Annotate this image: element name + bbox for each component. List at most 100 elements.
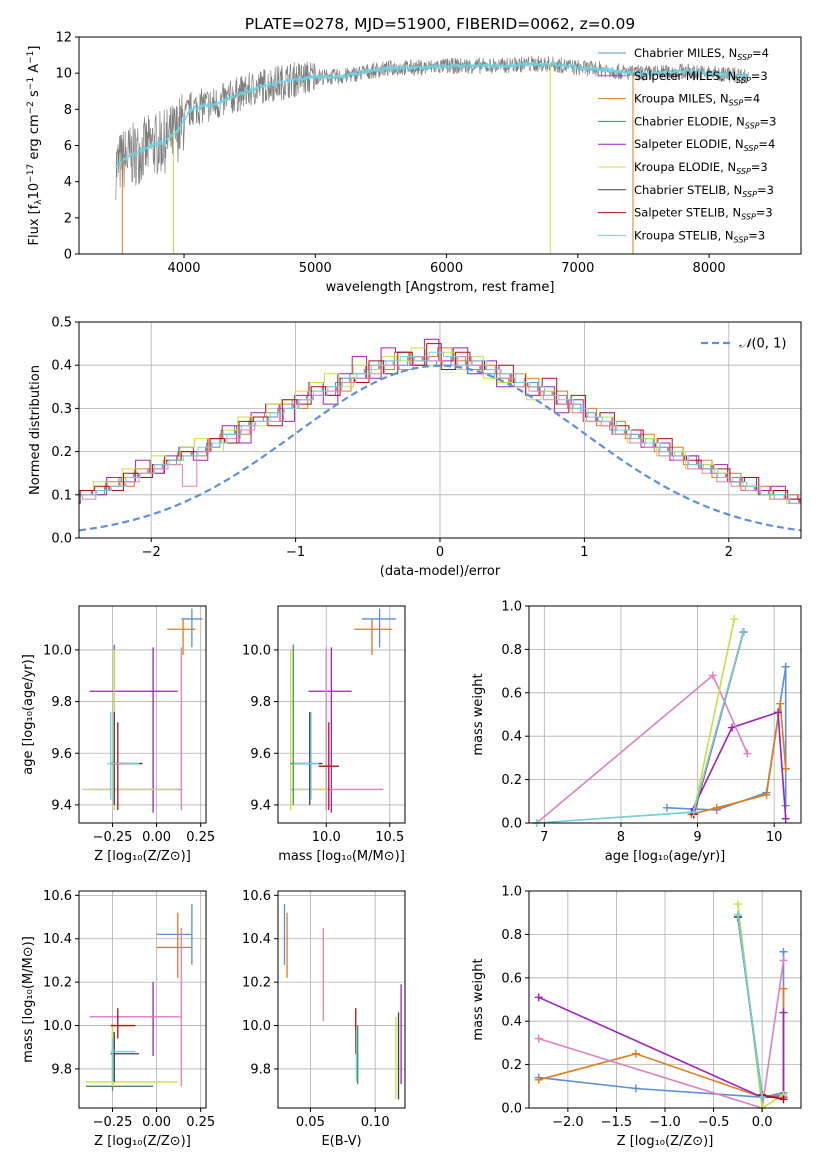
y-tick-label: 10.4: [242, 932, 271, 947]
y-tick-label: 0.5: [51, 316, 72, 331]
x-tick-label: 5000: [299, 261, 332, 276]
mass-vs-EBV-panel: 0.05 0.10 9.8 10.0 10.2 10.4 10.6 E(B-V): [242, 889, 406, 1149]
x-tick-label: −0.5: [698, 1115, 730, 1130]
normal-legend-label: 𝒩(0, 1): [739, 337, 786, 352]
x-axis-label: Z [log₁₀(Z/Z⊙)]: [94, 1134, 191, 1149]
age-vs-mass-panel: 10.0 10.5 9.4 9.6 9.8 10.0 mass [log₁₀(M/M⊙)]: [242, 605, 406, 864]
mass-weight-point: [781, 764, 790, 773]
error-bar-point: [110, 1038, 136, 1082]
x-tick-label: 9: [693, 830, 701, 845]
y-axis-label: Flux [fλ10−17 erg cm−2 s−1 A−1]: [26, 46, 44, 246]
histograms: [79, 338, 801, 532]
mass-weight-line: [690, 711, 787, 819]
error-bar-point: [89, 927, 182, 1087]
y-tick-label: 0.0: [501, 1102, 522, 1117]
y-tick-label: 0.2: [51, 445, 72, 460]
x-tick-label: −0.25: [93, 1115, 133, 1130]
x-tick-label: −1.0: [649, 1115, 681, 1130]
mass-weight-point: [534, 1034, 543, 1043]
mass-weight-point: [631, 1049, 640, 1058]
error-bar-point: [89, 647, 178, 813]
y-tick-label: 10.6: [242, 889, 271, 904]
x-tick-label: 10.5: [375, 830, 404, 845]
mass-weight-point: [708, 671, 717, 680]
mass-weight-point: [534, 993, 543, 1002]
y-tick-label: 10.4: [43, 932, 72, 947]
y-tick-label: 9.6: [250, 747, 271, 762]
legend-label: Salpeter STELIB, NSSP=3: [634, 206, 773, 222]
x-tick-label: 0.05: [296, 1115, 325, 1130]
error-bar-point: [167, 618, 196, 656]
x-tick-label: 0.00: [142, 1115, 171, 1130]
mass-weight-point: [779, 947, 788, 956]
spectrum-lines: [115, 55, 749, 254]
mass-weight-line: [761, 1094, 784, 1101]
residual-histogram: [79, 351, 801, 504]
figure-title: PLATE=0278, MJD=51900, FIBERID=0062, z=0…: [245, 15, 635, 33]
x-tick-label: −2.0: [552, 1115, 584, 1130]
y-tick-label: 6: [64, 139, 72, 154]
error-bar-point: [318, 722, 339, 811]
y-tick-label: 10.0: [43, 1019, 72, 1034]
error-bar-point: [110, 644, 139, 805]
y-tick-label: 9.4: [250, 798, 271, 813]
x-axis-label: age [log₁₀(age/yr)]: [605, 849, 726, 864]
y-tick-label: 10.0: [242, 1019, 271, 1034]
mass-weight-point: [762, 790, 771, 799]
x-axis-label: (data-model)/error: [380, 564, 501, 579]
error-bar-point: [86, 1023, 154, 1091]
mass-weight-point: [781, 662, 790, 671]
x-tick-label: −1.5: [601, 1115, 633, 1130]
y-tick-label: 0.0: [501, 817, 522, 832]
axes-frame: [78, 605, 207, 824]
model-spectrum: [115, 60, 749, 169]
legend-label: Chabrier MILES, NSSP=4: [634, 46, 769, 62]
legend-label: Kroupa STELIB, NSSP=3: [634, 228, 765, 244]
mass-weight-point: [779, 1095, 788, 1104]
y-tick-label: 9.8: [250, 1062, 271, 1077]
error-bar-point: [89, 982, 178, 1056]
error-bar-point: [82, 649, 178, 811]
mass-weight-point: [779, 956, 788, 965]
x-tick-label: −0.25: [93, 830, 133, 845]
y-tick-label: 10.6: [43, 889, 72, 904]
x-tick-label: 0.00: [142, 830, 171, 845]
mass-weight-point: [779, 1008, 788, 1017]
error-bar-point: [110, 1008, 136, 1039]
error-bar-point: [110, 1032, 139, 1082]
residual-histogram: [79, 338, 801, 504]
y-tick-label: 0.1: [51, 488, 72, 503]
x-tick-label: 6000: [430, 261, 463, 276]
x-tick-label: 8: [617, 830, 625, 845]
x-tick-label: 10.0: [312, 830, 341, 845]
error-bar-point: [156, 904, 193, 965]
legend-label: Salpeter ELODIE, NSSP=4: [634, 137, 775, 153]
y-axis-label: mass weight: [471, 673, 486, 755]
x-tick-label: 10: [766, 830, 783, 845]
x-axis-label: wavelength [Angstrom, rest frame]: [326, 280, 555, 295]
error-bar-point: [89, 647, 182, 811]
mass-vs-Z-panel: −0.25 0.00 0.25 9.8 10.0 10.2 10.4 10.6 Z [log₁₀…: [21, 889, 215, 1149]
x-axis-label: E(B-V): [321, 1134, 361, 1149]
y-tick-label: 0.4: [501, 730, 522, 745]
y-tick-label: 10.2: [242, 976, 271, 991]
mass-weight-vs-Z-panel: −2.0 −1.5 −1.0 −0.5 0.0 0.0 0.2 0.4 0.6 0.8 1.0 Z […: [471, 885, 802, 1149]
y-tick-label: 0.2: [501, 1058, 522, 1073]
legend-label: Chabrier ELODIE, NSSP=3: [634, 114, 776, 130]
age-vs-Z-panel: −0.25 0.00 0.25 9.4 9.6 9.8 10.0 Z [log₁₀(Z/Z⊙)…: [21, 605, 215, 864]
error-bar-point: [361, 608, 397, 648]
error-bar-point: [107, 711, 139, 800]
mass-weight-point: [774, 708, 783, 717]
y-axis-label: mass weight: [471, 958, 486, 1040]
x-axis-label: Z [log₁₀(Z/Z⊙)]: [617, 1134, 714, 1149]
spectrum-panel: 4000 5000 6000 7000 8000 0 2 4 6 8 10 12 wavelength …: [26, 31, 802, 295]
error-bar-point: [156, 912, 192, 978]
y-tick-label: 0.2: [501, 773, 522, 788]
x-tick-label: 0.10: [361, 1115, 390, 1130]
axes-frame: [78, 890, 207, 1109]
y-axis-label: mass [log₁₀(M/M⊙)]: [21, 936, 36, 1063]
error-bar-point: [293, 711, 319, 800]
x-tick-label: 0.25: [186, 830, 215, 845]
error-bar-point: [354, 618, 393, 656]
